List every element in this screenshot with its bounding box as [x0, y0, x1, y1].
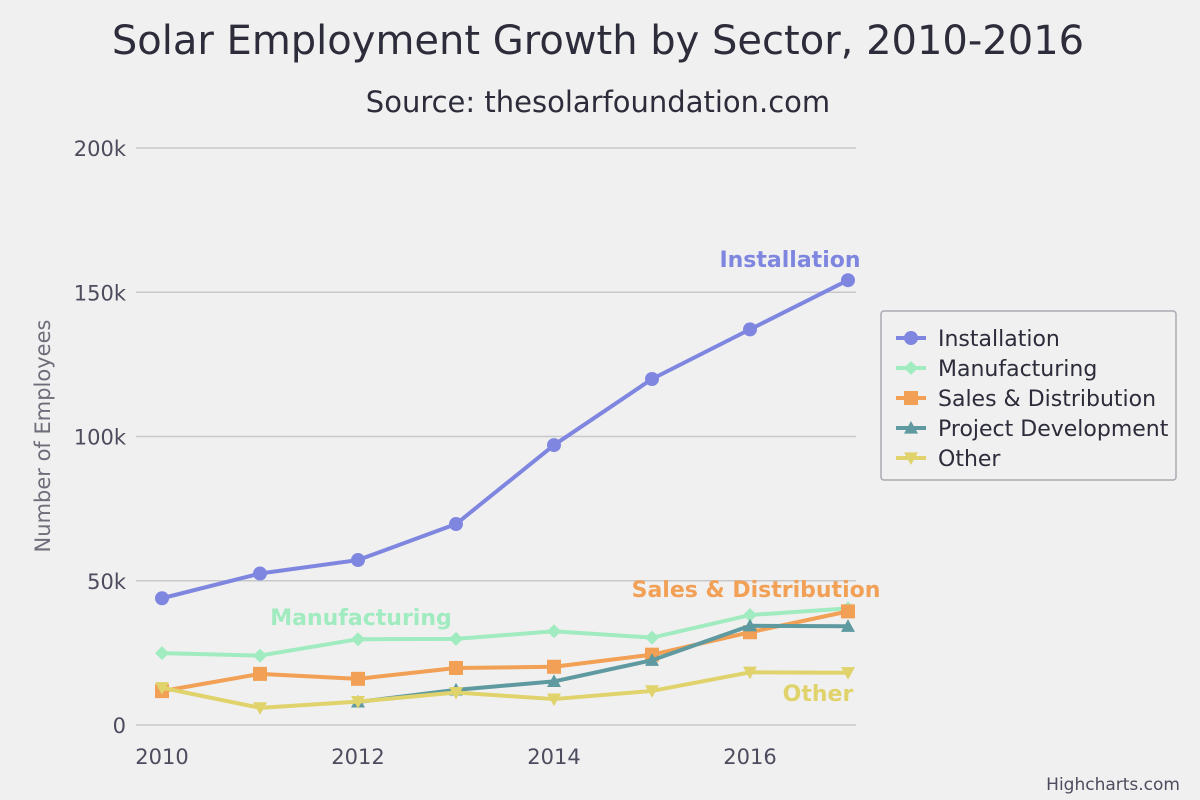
data-point[interactable]	[449, 660, 463, 675]
legend-label: Installation	[938, 327, 1060, 352]
legend-marker	[904, 361, 918, 375]
data-point[interactable]	[841, 273, 855, 288]
x-tick-label: 2012	[331, 745, 384, 769]
data-point[interactable]	[645, 653, 659, 666]
legend-marker	[904, 331, 918, 345]
y-tick-label: 150k	[74, 281, 127, 305]
chart-subtitle: Source: thesolarfoundation.com	[366, 85, 830, 119]
data-point[interactable]	[743, 322, 757, 337]
data-point[interactable]	[645, 685, 659, 698]
data-point[interactable]	[841, 667, 855, 680]
annotations: Installation Manufacturing Sales & Distrib…	[270, 248, 880, 707]
data-point[interactable]	[743, 608, 757, 623]
x-axis-ticks: 2010 2012 2014 2016	[135, 745, 776, 769]
annotation-label: Installation	[719, 248, 860, 273]
data-point[interactable]	[253, 666, 267, 681]
data-point[interactable]	[253, 648, 267, 663]
series-line	[161, 278, 849, 601]
data-point[interactable]	[253, 566, 267, 581]
annotation-label: Manufacturing	[270, 606, 452, 631]
x-tick-label: 2016	[723, 745, 776, 769]
y-axis-ticks: 0 50k 100k 150k 200k	[74, 137, 127, 738]
data-point[interactable]	[547, 659, 561, 674]
series-line	[161, 606, 849, 658]
data-point[interactable]	[645, 371, 659, 386]
data-point[interactable]	[351, 696, 365, 709]
annotation-label: Other	[783, 682, 854, 707]
data-point[interactable]	[155, 682, 169, 695]
series-line	[161, 609, 849, 694]
legend-item-project-development[interactable]: Project Development	[896, 417, 1169, 442]
legend-label: Other	[938, 447, 1001, 472]
data-point[interactable]	[743, 666, 757, 680]
data-point[interactable]	[449, 631, 463, 646]
y-tick-label: 0	[113, 714, 126, 738]
y-axis-label: Number of Employees	[31, 320, 55, 553]
data-point[interactable]	[841, 619, 855, 632]
data-point[interactable]	[547, 438, 561, 453]
x-tick-label: 2010	[135, 745, 188, 769]
legend-marker	[904, 421, 918, 434]
data-point[interactable]	[841, 604, 855, 619]
data-point[interactable]	[547, 674, 561, 688]
series-manufacturing	[155, 601, 855, 663]
legend-label: Sales & Distribution	[938, 387, 1156, 412]
x-tick-label: 2014	[527, 745, 580, 769]
data-point[interactable]	[449, 517, 463, 532]
legend-item-installation[interactable]: Installation	[896, 327, 1060, 352]
data-point[interactable]	[547, 693, 561, 707]
chart-title: Solar Employment Growth by Sector, 2010-…	[112, 18, 1084, 64]
data-point[interactable]	[743, 618, 757, 632]
legend-marker	[904, 452, 918, 465]
data-point[interactable]	[449, 686, 463, 700]
y-tick-label: 200k	[74, 137, 127, 161]
series-line	[357, 623, 849, 704]
grid-lines	[136, 147, 856, 726]
legend-item-sales-distribution[interactable]: Sales & Distribution	[896, 387, 1156, 412]
y-tick-label: 100k	[74, 426, 127, 450]
legend[interactable]: Installation Manufacturing Sales & Distrib…	[880, 310, 1177, 481]
y-tick-label: 50k	[87, 570, 127, 594]
data-point[interactable]	[547, 624, 561, 639]
series-installation	[155, 273, 855, 606]
data-point[interactable]	[155, 646, 169, 661]
data-point[interactable]	[351, 553, 365, 568]
legend-label: Project Development	[938, 417, 1169, 442]
series-line	[161, 670, 849, 710]
data-point[interactable]	[253, 702, 267, 715]
data-point[interactable]	[155, 591, 169, 606]
legend-item-other[interactable]: Other	[896, 447, 1001, 472]
series-group	[155, 273, 855, 715]
legend-item-manufacturing[interactable]: Manufacturing	[896, 357, 1097, 382]
legend-box	[880, 310, 1177, 481]
series-project-development	[351, 618, 855, 708]
data-point[interactable]	[645, 630, 659, 645]
data-point[interactable]	[351, 671, 365, 686]
legend-label: Manufacturing	[938, 357, 1097, 382]
annotation-label: Sales & Distribution	[632, 578, 881, 603]
legend-marker	[904, 391, 918, 405]
credits-link[interactable]: Highcharts.com	[1046, 775, 1180, 795]
series-other	[155, 666, 855, 715]
data-point[interactable]	[351, 632, 365, 647]
